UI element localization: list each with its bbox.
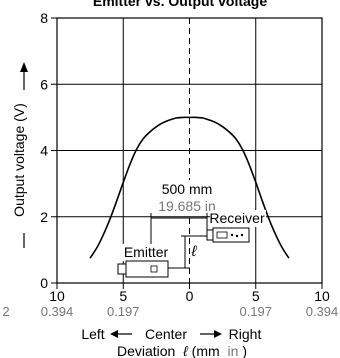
x-tick-label: 10	[49, 288, 65, 304]
direction-center: Center	[145, 326, 187, 342]
x-axis-label: Deviation ℓ (mm in )	[117, 343, 247, 358]
y-tick-label: 2	[40, 209, 48, 225]
emitter-label-background	[118, 244, 176, 261]
x-axis-label-unit-open: (mm	[192, 343, 220, 358]
y-axis-label: Output voltage (V)	[11, 62, 28, 248]
x-tick-label-inches: 0.394	[41, 304, 74, 319]
direction-right: Right	[229, 326, 262, 342]
x-tick-label-inches: 0.394	[306, 304, 339, 319]
receiver-label-background	[210, 210, 266, 227]
left-edge-fragment: 2	[2, 304, 9, 319]
deviation-symbol: ℓ	[191, 243, 198, 260]
x-axis-label-unit-close: )	[242, 343, 247, 358]
measurement-diagram: 500 mm 19.685 in Receiver ℓ Emitter	[117, 180, 266, 278]
x-tick-label-inches: 0.197	[239, 304, 272, 319]
distance-in-label: 19.685 in	[158, 198, 216, 214]
y-axis-label-text: Output voltage (V)	[11, 103, 27, 217]
distance-mm-label: 500 mm	[162, 181, 213, 197]
arrow-right-head	[214, 330, 222, 338]
receiver-label: Receiver	[209, 210, 265, 226]
x-tick-label: 5	[252, 288, 260, 304]
receiver-sensor-icon	[206, 227, 250, 243]
y-tick-label: 8	[40, 10, 48, 26]
x-tick-label: 0	[186, 288, 194, 304]
chart-grid	[56, 17, 323, 284]
x-tick-label: 5	[119, 288, 127, 304]
series-line	[89, 116, 290, 259]
y-tick-label: 4	[40, 143, 48, 159]
x-tick-label: 10	[314, 288, 330, 304]
direction-left: Left	[81, 326, 104, 342]
y-tick-label: 0	[40, 275, 48, 291]
x-tick-label-inches: 0.197	[107, 304, 140, 319]
chart-title: Emitter vs. Output voltage	[93, 0, 267, 9]
y-label-arrow-head	[20, 62, 28, 72]
x-axis-label-prefix: Deviation	[117, 343, 175, 358]
y-tick-label: 6	[40, 76, 48, 92]
x-axis-label-unit-in: in	[228, 343, 239, 358]
emitter-sensor-icon	[117, 260, 169, 278]
arrow-left-head	[110, 330, 118, 338]
distance-label-background	[150, 180, 220, 216]
x-axis-label-symbol: ℓ	[182, 343, 188, 358]
x-direction-row: Left Center Right	[81, 326, 261, 342]
emitter-label: Emitter	[124, 244, 169, 260]
